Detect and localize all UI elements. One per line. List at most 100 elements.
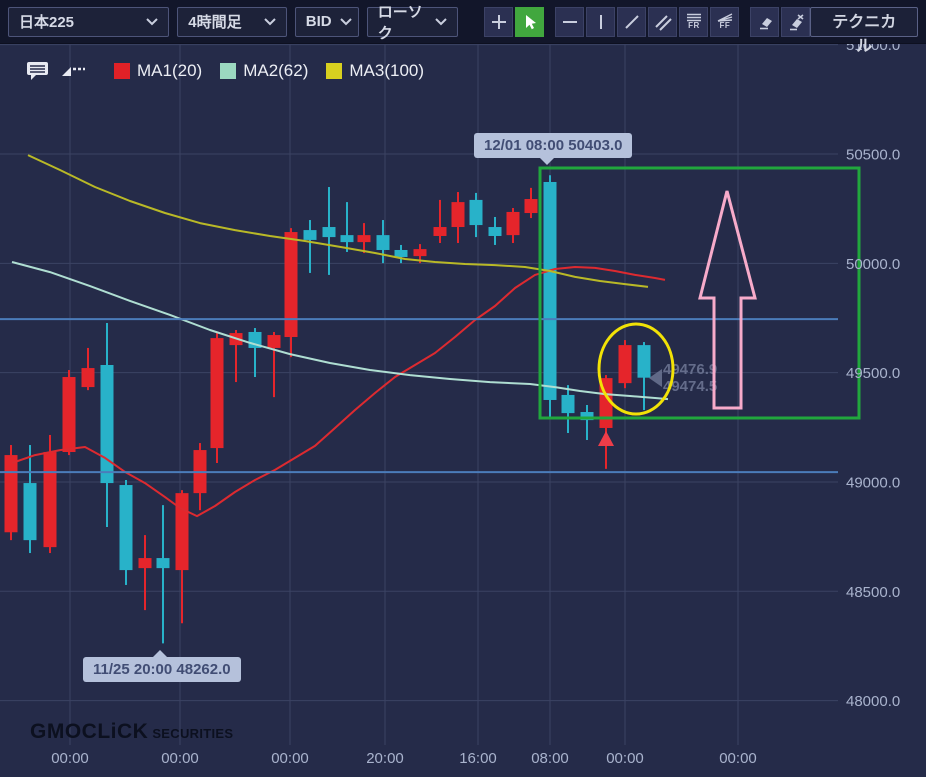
current-price-arrow-icon: [649, 369, 662, 387]
y-axis-label: 48000.0: [846, 693, 900, 710]
price-mode-select-value: BID: [305, 13, 332, 30]
chart-toolbar: 日本225 4時間足 BID ローソク: [0, 0, 926, 55]
comment-tool-button[interactable]: [26, 60, 50, 82]
legend-item-ma2[interactable]: MA2(62): [220, 61, 308, 81]
legend-item-ma1[interactable]: MA1(20): [114, 61, 202, 81]
comment-icon: [27, 62, 48, 80]
candle-body: [81, 368, 95, 388]
candle-body: [413, 249, 427, 257]
moving-average-lines: [11, 154, 669, 518]
ff-label: FF: [719, 21, 731, 30]
fr-label: FR: [688, 21, 700, 30]
candle-body: [469, 199, 483, 226]
broker-logo: GMOCLiCK SECURITIES: [30, 720, 233, 744]
price-mode-select[interactable]: BID: [294, 6, 359, 37]
low-point-callout[interactable]: 11/25 20:00 48262.0: [83, 650, 241, 682]
candle-body: [210, 338, 224, 449]
vertical-line-tool-button[interactable]: [586, 6, 616, 37]
x-axis-label: 00:00: [51, 750, 89, 767]
chart-legend: MA1(20) MA2(62) MA3(100): [26, 60, 424, 82]
candle-body: [506, 211, 520, 236]
candle-body: [119, 485, 133, 571]
horizontal-line-annotations[interactable]: [0, 318, 838, 474]
x-axis-label: 16:00: [459, 750, 497, 767]
parallel-lines-tool-button[interactable]: [648, 6, 678, 37]
up-arrow-annotation[interactable]: [698, 190, 757, 410]
candle-body: [100, 364, 114, 484]
candles: [4, 175, 651, 644]
y-axis-label: 50500.0: [846, 147, 900, 164]
candle-body: [267, 335, 281, 348]
crosshair-tool-button[interactable]: [484, 6, 514, 37]
eraser-tools: [750, 6, 811, 37]
chart-style-select[interactable]: ローソク: [366, 4, 459, 42]
candle-body: [524, 199, 538, 214]
fibonacci-fan-icon: [717, 13, 733, 22]
marker-tool-button[interactable]: [60, 63, 86, 79]
cursor-icon: [525, 14, 536, 29]
fibonacci-retracement-icon: [686, 13, 701, 22]
candle-body: [357, 235, 371, 243]
ma2-label: MA2(62): [243, 61, 309, 80]
candle-body: [488, 227, 502, 236]
ma-line-ma1: [11, 266, 666, 518]
vertical-line-icon: [599, 14, 602, 29]
ellipse-annotation[interactable]: [597, 322, 675, 416]
candle-body: [23, 483, 37, 541]
technical-button[interactable]: テクニカル: [810, 6, 918, 55]
bid-price-tag: 49476.9: [663, 361, 717, 378]
symbol-select-value: 日本225: [19, 14, 75, 31]
erase-all-tool-button[interactable]: [781, 6, 811, 37]
ma-line-ma2: [11, 261, 669, 401]
trend-line-tool-button[interactable]: [617, 6, 647, 37]
candle-body: [284, 232, 298, 338]
y-axis-label: 48500.0: [846, 584, 900, 601]
eraser-all-icon: [789, 13, 804, 30]
candle-body: [451, 202, 465, 228]
ma-line-ma3: [27, 154, 649, 288]
candle-body: [4, 455, 18, 533]
candle-body: [322, 227, 336, 238]
erase-tool-button[interactable]: [750, 6, 780, 37]
high-point-callout[interactable]: 12/01 08:00 50403.0: [474, 133, 633, 165]
x-axis-label: 20:00: [366, 750, 404, 767]
candle-body: [62, 377, 76, 453]
chevron-down-icon: [339, 17, 352, 26]
candle-body: [138, 558, 152, 569]
x-axis-label: 00:00: [271, 750, 309, 767]
ma1-label: MA1(20): [137, 61, 203, 80]
drawing-annotations[interactable]: [538, 166, 861, 446]
cursor-tool-button[interactable]: [515, 6, 545, 37]
candle-body: [618, 345, 632, 384]
symbol-select[interactable]: 日本225: [8, 6, 170, 37]
candle-body: [433, 227, 447, 236]
ma3-swatch: [326, 63, 343, 79]
candle-body: [561, 394, 575, 414]
candle-body: [543, 181, 557, 400]
chevron-down-icon: [146, 17, 158, 26]
rectangle-annotation[interactable]: [538, 166, 861, 420]
timeframe-select-value: 4時間足: [188, 14, 242, 31]
horizontal-line-tool-button[interactable]: [555, 6, 585, 37]
line-tools: FR FF: [555, 6, 740, 37]
ma1-swatch: [114, 63, 130, 79]
axis-labels: 51000.050500.050000.049500.049000.048500…: [51, 37, 900, 767]
fibonacci-retracement-tool-button[interactable]: FR: [679, 6, 709, 37]
current-price-pointer: [649, 369, 662, 387]
buy-signal-marker[interactable]: [598, 431, 614, 446]
chart-style-select-value: ローソク: [377, 3, 423, 42]
candle-body: [175, 493, 189, 571]
candle-body: [580, 412, 594, 421]
legend-item-ma3[interactable]: MA3(100): [326, 61, 424, 81]
broker-logo-suffix: SECURITIES: [152, 726, 234, 741]
horizontal-line-icon: [562, 20, 577, 23]
broker-logo-brand: GMOCLiCK: [30, 720, 149, 743]
fibonacci-fan-tool-button[interactable]: FF: [710, 6, 740, 37]
x-axis-label: 00:00: [161, 750, 199, 767]
candle-body: [303, 230, 317, 240]
ma3-label: MA3(100): [349, 61, 425, 80]
x-axis-label: 00:00: [606, 750, 644, 767]
timeframe-select[interactable]: 4時間足: [177, 6, 287, 37]
